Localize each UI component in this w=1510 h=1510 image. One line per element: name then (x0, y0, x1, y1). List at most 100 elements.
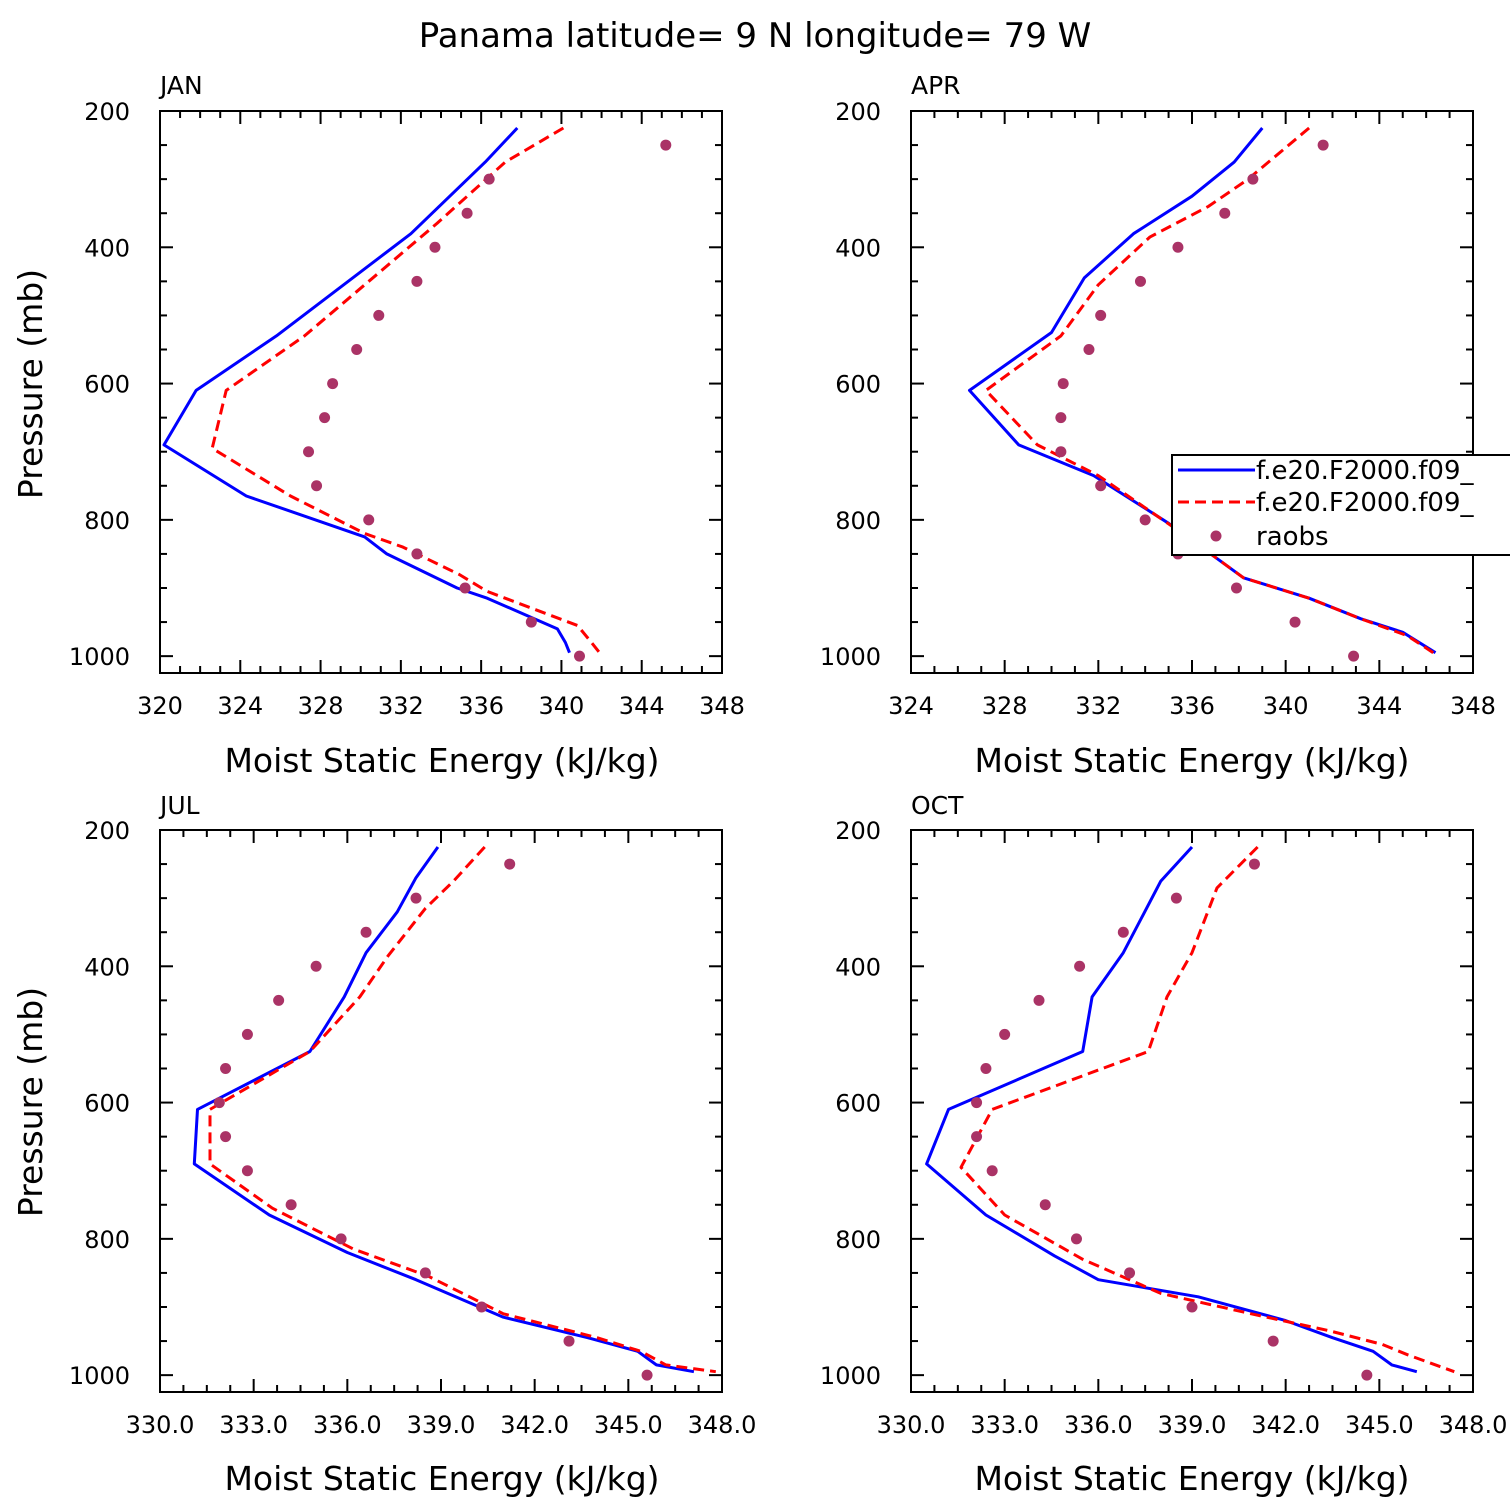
y-tick-label: 400 (835, 953, 881, 981)
raobs-point (335, 1233, 347, 1245)
x-tick-label: 339.0 (1158, 1411, 1227, 1439)
y-tick-label: 200 (84, 817, 130, 845)
x-tick-label: 336 (458, 692, 504, 720)
raobs-point (220, 1062, 232, 1074)
x-tick-label: 344 (1356, 692, 1402, 720)
panel-oct: OCT Moist Static Energy (kJ/kg) 330.0 333… (820, 791, 1507, 1498)
series-line-model2 (959, 845, 1455, 1374)
y-tick-label: 600 (835, 371, 881, 399)
x-tick-label: 330.0 (877, 1411, 946, 1439)
x-tick-label: 324 (888, 692, 934, 720)
x-axis-label: Moist Static Energy (kJ/kg) (224, 1459, 659, 1498)
raobs-point (285, 1199, 297, 1211)
raobs-point (660, 139, 672, 151)
raobs-point (971, 1097, 983, 1109)
raobs-point (1172, 241, 1184, 253)
raobs-point (1039, 1199, 1051, 1211)
raobs-point (411, 275, 423, 287)
raobs-point (1055, 446, 1067, 458)
raobs-point (1289, 616, 1301, 628)
raobs-point (273, 994, 285, 1006)
x-tick-label: 348 (699, 692, 745, 720)
x-tick-label: 328 (298, 692, 344, 720)
raobs-point (971, 1131, 983, 1143)
x-tick-label: 330.0 (126, 1411, 195, 1439)
y-tick-label: 600 (84, 371, 130, 399)
x-tick-label: 342.0 (1251, 1411, 1320, 1439)
y-tick-label: 800 (84, 1226, 130, 1254)
series-line-model1 (968, 127, 1437, 654)
raobs-point (1033, 994, 1045, 1006)
raobs-point (411, 548, 423, 560)
y-tick-label: 400 (84, 234, 130, 262)
raobs-point (1070, 1233, 1082, 1245)
legend-label-model2: f.e20.F2000.f09_ (1256, 488, 1474, 518)
y-tick-label: 1000 (820, 643, 881, 671)
raobs-point (641, 1369, 653, 1381)
x-tick-label: 336.0 (1064, 1411, 1133, 1439)
legend: f.e20.F2000.f09_ f.e20.F2000.f09_ raobs (1171, 454, 1510, 556)
series-line-model1 (192, 846, 695, 1374)
raobs-point (327, 378, 339, 390)
raobs-point (213, 1097, 225, 1109)
raobs-point (310, 960, 322, 972)
x-tick-label: 342.0 (500, 1411, 569, 1439)
raobs-point (573, 650, 585, 662)
raobs-point (1219, 207, 1231, 219)
y-tick-label: 1000 (69, 1362, 130, 1390)
x-tick-label: 333.0 (970, 1411, 1039, 1439)
plot-frame (159, 110, 723, 674)
raobs-point (1248, 858, 1260, 870)
x-tick-label: 344 (619, 692, 665, 720)
y-tick-label: 200 (835, 98, 881, 126)
y-tick-label: 800 (835, 1226, 881, 1254)
raobs-point (220, 1131, 232, 1143)
x-tick-label: 336 (1169, 692, 1215, 720)
raobs-point (1317, 139, 1329, 151)
x-tick-label: 348.0 (688, 1411, 757, 1439)
y-tick-label: 400 (84, 953, 130, 981)
x-tick-label: 340 (539, 692, 585, 720)
raobs-point (419, 1267, 431, 1279)
y-tick-label: 1000 (69, 643, 130, 671)
raobs-point (351, 343, 363, 355)
raobs-point (504, 858, 516, 870)
x-axis-label: Moist Static Energy (kJ/kg) (974, 741, 1409, 780)
legend-box (1171, 454, 1510, 556)
raobs-point (1055, 412, 1067, 424)
panel-apr: APR Moist Static Energy (kJ/kg) 324 328 33… (820, 71, 1496, 780)
raobs-point (483, 173, 495, 185)
raobs-point (563, 1335, 575, 1347)
x-tick-label: 333.0 (219, 1411, 288, 1439)
raobs-point (999, 1028, 1011, 1040)
raobs-point (319, 412, 331, 424)
raobs-point (429, 241, 441, 253)
x-tick-label: 332 (1075, 692, 1121, 720)
raobs-point (1139, 514, 1151, 526)
raobs-point (1095, 480, 1107, 492)
raobs-point (1074, 960, 1086, 972)
y-axis-label: Pressure (mb) (11, 987, 50, 1217)
raobs-point (459, 582, 471, 594)
y-axis-label: Pressure (mb) (11, 269, 50, 499)
x-tick-label: 348 (1450, 692, 1496, 720)
y-tick-label: 1000 (820, 1362, 881, 1390)
raobs-point (525, 616, 537, 628)
plot-frame (159, 829, 723, 1393)
raobs-point (980, 1062, 992, 1074)
x-tick-label: 328 (982, 692, 1028, 720)
y-tick-label: 200 (84, 98, 130, 126)
legend-label-raobs: raobs (1256, 522, 1329, 552)
x-tick-label: 339.0 (407, 1411, 476, 1439)
raobs-point (1117, 926, 1129, 938)
raobs-point (1186, 1301, 1198, 1313)
raobs-point (410, 892, 422, 904)
series-line-model2 (210, 126, 601, 654)
x-axis-label: Moist Static Energy (kJ/kg) (974, 1459, 1409, 1498)
raobs-point (1057, 378, 1069, 390)
raobs-point (1083, 343, 1095, 355)
y-tick-label: 400 (835, 234, 881, 262)
raobs-point (1348, 650, 1360, 662)
x-tick-label: 348.0 (1439, 1411, 1508, 1439)
